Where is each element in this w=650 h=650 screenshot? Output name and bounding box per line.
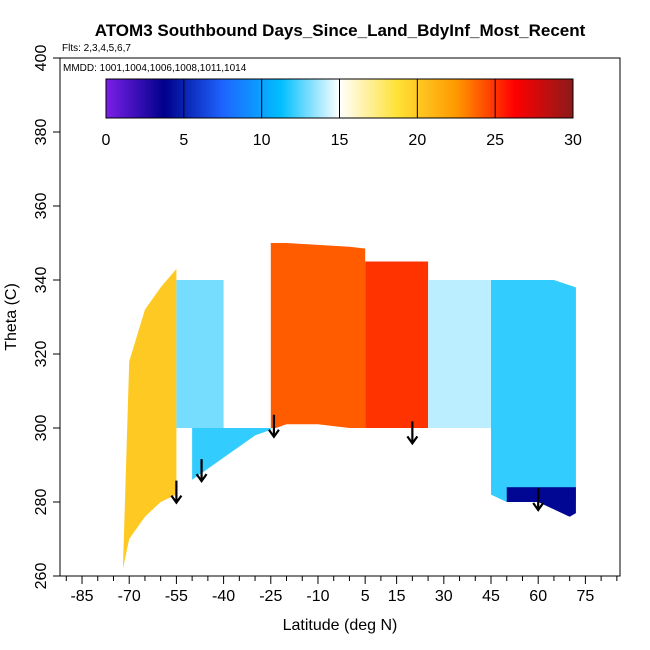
arrow-icon [268,414,280,439]
arrow-icon [170,480,183,505]
heatmap-region [491,280,576,502]
arrow-icon [195,459,208,484]
y-tick-label: 260 [33,563,50,590]
x-tick-label: 45 [482,588,500,605]
x-tick-label: 75 [576,588,594,605]
heatmap-region [428,280,492,428]
y-tick-label: 400 [33,45,50,72]
y-tick-label: 280 [33,489,50,516]
y-axis-label: Theta (C) [3,283,20,351]
heatmap-region [365,261,429,428]
y-axis: 260 280 300 320 340 360 380 400 [33,45,60,590]
chart-subtitle: Flts: 2,3,4,5,6,7 [62,43,131,54]
arrow-icon [406,421,419,446]
x-tick-label: 30 [435,588,453,605]
chart-title: ATOM3 Southbound Days_Since_Land_BdyInf_… [95,21,586,40]
colorbar-tick-label: 30 [564,132,582,149]
heatmap-region [270,243,366,428]
colorbar-tick-label: 10 [253,132,271,149]
x-tick-label: -55 [165,588,188,605]
mmdd-annotation: MMDD: 1001,1004,1006,1008,1011,1014 [63,63,247,74]
x-tick-label: -70 [118,588,141,605]
x-tick-label: -10 [306,588,329,605]
heatmap-region [176,280,224,428]
x-tick-label: -40 [212,588,235,605]
x-tick-label: 60 [529,588,547,605]
y-tick-label: 340 [33,267,50,294]
x-tick-label: -85 [70,588,93,605]
x-axis-label: Latitude (deg N) [283,617,398,634]
x-tick-label: -25 [259,588,282,605]
plot-area [59,57,621,577]
colorbar-tick-label: 0 [102,132,111,149]
colorbar-tick-label: 25 [486,132,504,149]
colorbar-tick-label: 15 [331,132,349,149]
colorbar-tick-label: 5 [179,132,188,149]
colorbar-tick-label: 20 [408,132,426,149]
colorbar: 0 5 10 15 20 25 30 [102,78,582,149]
y-tick-label: 300 [33,415,50,442]
x-axis: -85 -70 -55 -40 -25 -10 5 15 30 45 60 75 [60,575,620,605]
arrow-icon [532,488,545,512]
arrows [170,414,545,512]
x-tick-label: 5 [361,588,370,605]
y-tick-label: 380 [33,119,50,146]
y-tick-label: 320 [33,341,50,368]
y-tick-label: 360 [33,193,50,220]
colorbar-ticks: 0 5 10 15 20 25 30 [102,79,582,149]
x-tick-label: 15 [388,588,406,605]
